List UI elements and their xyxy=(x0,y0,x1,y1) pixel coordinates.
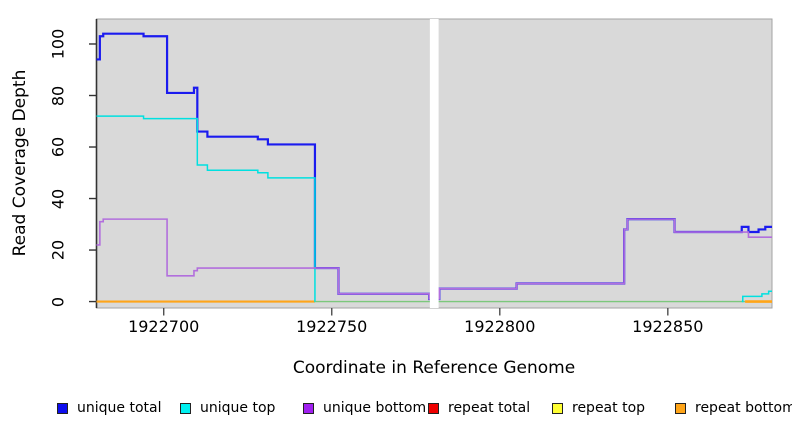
x-tick-label: 1922700 xyxy=(128,317,200,336)
legend-item-repeat-top: repeat top xyxy=(552,400,645,416)
unique-top-line-left xyxy=(96,115,316,303)
legend-swatch-icon xyxy=(428,402,439,414)
legend-label: repeat total xyxy=(448,400,531,416)
y-tick-label: 0 xyxy=(48,296,68,307)
legend-item-unique-top: unique top xyxy=(180,400,275,416)
x-tick-label: 1922750 xyxy=(296,317,368,336)
legend-label: unique total xyxy=(77,400,162,416)
y-tick-label: 100 xyxy=(48,28,68,60)
x-tick-label: 1922800 xyxy=(464,317,536,336)
legend-item-repeat-bottom: repeat bottom xyxy=(675,400,792,416)
no-data-gap xyxy=(429,19,439,308)
legend-swatch-icon xyxy=(552,402,563,414)
legend-label: repeat bottom xyxy=(695,400,792,416)
y-tick-label: 40 xyxy=(48,188,68,209)
legend-item-unique-total: unique total xyxy=(57,400,161,416)
legend-item-unique-bottom: unique bottom xyxy=(303,400,426,416)
y-tick-label: 60 xyxy=(48,136,68,158)
legend-swatch-icon xyxy=(180,402,191,414)
legend-item-repeat-total: repeat total xyxy=(428,400,530,416)
legend-swatch-icon xyxy=(303,402,314,414)
x-tick-label: 1922850 xyxy=(632,317,704,336)
legend-label: unique bottom xyxy=(323,400,427,416)
legend-swatch-icon xyxy=(675,402,686,414)
y-axis-title: Read Coverage Depth xyxy=(10,69,30,257)
legend-swatch-icon xyxy=(57,402,68,414)
y-tick-label: 80 xyxy=(48,85,68,106)
unique-bottom-line xyxy=(96,218,772,300)
legend-label: unique top xyxy=(200,400,276,416)
legend-label: repeat top xyxy=(572,400,646,416)
y-tick-label: 20 xyxy=(48,239,68,261)
x-axis-title: Coordinate in Reference Genome xyxy=(292,358,576,378)
unique-top-line-right xyxy=(741,290,772,303)
